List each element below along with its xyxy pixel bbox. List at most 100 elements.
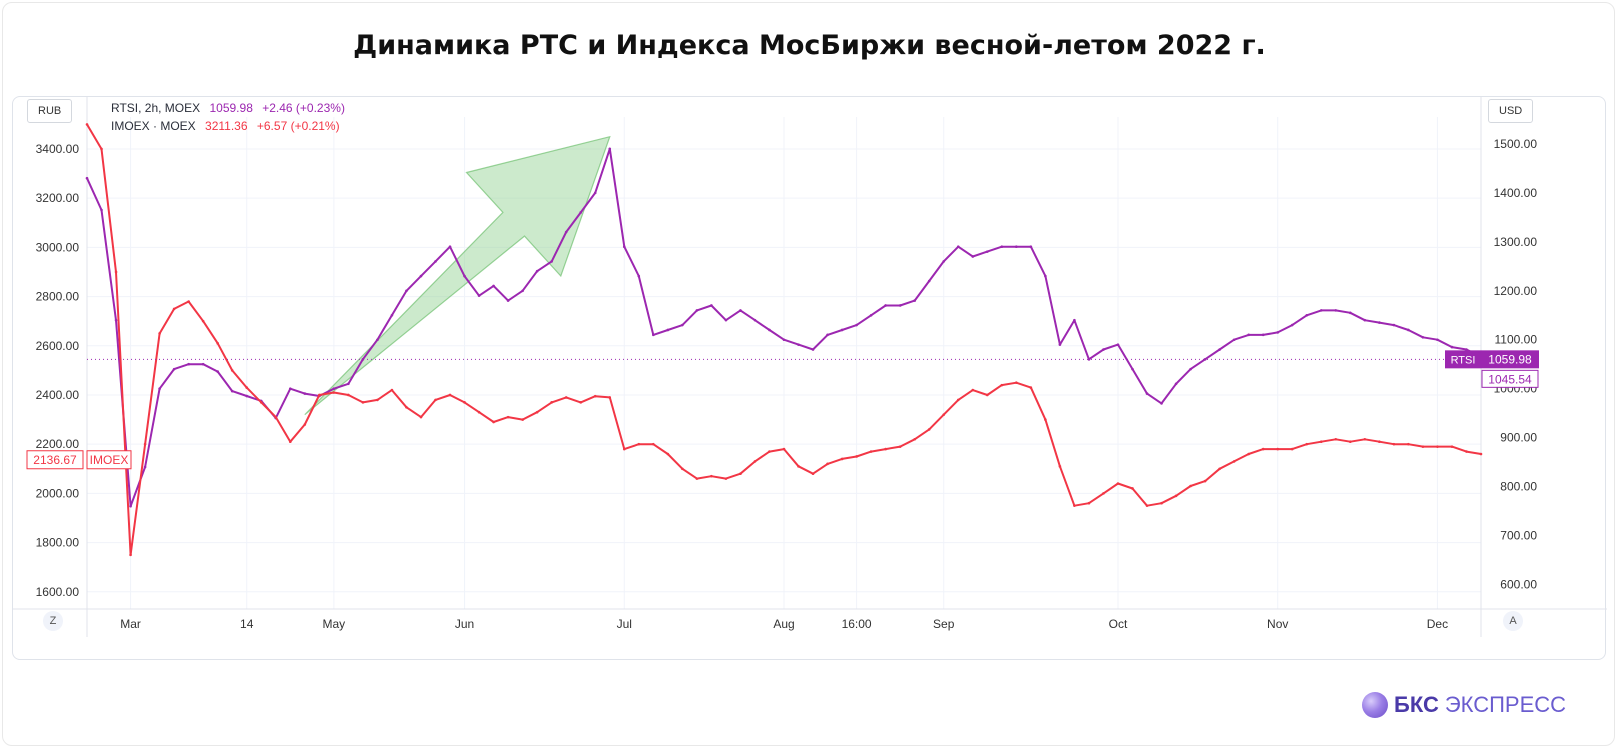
- imoex-point: [695, 477, 699, 480]
- imoex-point: [405, 405, 408, 409]
- imoex-point: [259, 401, 263, 404]
- rtsi-point: [1392, 323, 1396, 327]
- rtsi-point: [898, 304, 902, 307]
- imoex-point: [826, 462, 829, 466]
- imoex-point: [1247, 452, 1250, 456]
- imoex-point: [303, 423, 307, 426]
- imoex-point: [245, 386, 249, 389]
- rtsi-point: [695, 309, 699, 312]
- imoex-point: [1203, 479, 1207, 483]
- brand-name-light: ЭКСПРЕСС: [1444, 692, 1567, 717]
- rtsi-point: [1363, 318, 1367, 322]
- imoex-point: [361, 401, 365, 404]
- imoex-point: [1450, 445, 1454, 448]
- imoex-point: [158, 332, 161, 335]
- y-left-tick-label: 1800.00: [36, 536, 80, 550]
- imoex-point: [347, 393, 350, 397]
- imoex-point: [288, 440, 292, 444]
- imoex-point: [797, 465, 800, 468]
- imoex-point: [274, 415, 278, 419]
- y-left-tick-label: 2200.00: [36, 437, 80, 451]
- rtsi-point: [535, 269, 539, 273]
- rtsi-point: [971, 255, 975, 258]
- imoex-point: [1334, 437, 1338, 441]
- x-tick-label: May: [323, 617, 346, 631]
- imoex-point: [593, 394, 597, 398]
- y-right-tick-label: 1500.00: [1494, 137, 1538, 151]
- rtsi-point: [506, 299, 510, 302]
- rtsi-point: [347, 382, 350, 386]
- left-axis-auto-button[interactable]: Z: [43, 611, 63, 631]
- imoex-point: [1116, 482, 1120, 485]
- rtsi-point: [1436, 338, 1439, 342]
- imoex-point: [622, 447, 626, 451]
- rtsi-point: [216, 370, 219, 373]
- imoex-point: [521, 418, 524, 421]
- rtsi-point: [782, 338, 786, 342]
- legend-rtsi[interactable]: RTSI, 2h, MOEX 1059.98 +2.46 (+0.23%): [111, 101, 345, 115]
- imoex-point: [1015, 381, 1018, 384]
- left-currency-button[interactable]: RUB: [27, 99, 73, 123]
- imoex-point: [1218, 467, 1221, 471]
- imoex-point: [1102, 492, 1105, 495]
- rtsi-point: [405, 289, 408, 293]
- rtsi-point: [492, 284, 495, 288]
- imoex-point: [1261, 447, 1265, 451]
- rtsi-point: [1029, 245, 1033, 249]
- imoex-point: [913, 437, 916, 441]
- rtsi-point: [129, 504, 132, 508]
- rtsi-point: [710, 304, 713, 307]
- rtsi-point: [85, 176, 89, 180]
- rtsi-point: [724, 318, 728, 322]
- imoex-point: [1305, 442, 1309, 446]
- legend-rtsi-change: +2.46 (+0.23%): [262, 101, 345, 115]
- rtsi-point: [913, 299, 916, 302]
- rtsi-point: [797, 343, 800, 346]
- legend-imoex-name: IMOEX · MOEX: [111, 119, 196, 133]
- rtsi-point: [1319, 309, 1323, 312]
- imoex-point: [753, 460, 757, 463]
- imoex-point: [506, 415, 510, 419]
- imoex-point: [1363, 437, 1367, 441]
- rtsi-point: [245, 394, 249, 398]
- rtsi-point: [1087, 358, 1091, 361]
- rtsi-point: [114, 318, 118, 322]
- rtsi-point: [1421, 335, 1425, 339]
- imoex-name-tag-label: IMOEX: [90, 453, 129, 467]
- y-right-tick-label: 600.00: [1500, 578, 1537, 592]
- y-left-tick-label: 1600.00: [36, 585, 80, 599]
- imoex-point: [376, 398, 379, 402]
- x-tick-label: Oct: [1109, 617, 1128, 631]
- rtsi-point: [637, 274, 641, 278]
- imoex-point: [564, 396, 568, 399]
- rtsi-point: [143, 465, 147, 469]
- imoex-point: [1145, 504, 1149, 507]
- imoex-point: [535, 410, 539, 414]
- right-currency-button[interactable]: USD: [1488, 99, 1534, 123]
- rtsi-point: [985, 250, 989, 253]
- x-tick-label: Dec: [1427, 617, 1448, 631]
- legend-imoex[interactable]: IMOEX · MOEX 3211.36 +6.57 (+0.21%): [111, 119, 340, 133]
- rtsi-point: [579, 211, 583, 214]
- chart-canvas[interactable]: 1600.00 1800.00 2000.00 2200.00 2400.00 2600.…: [13, 97, 1607, 661]
- imoex-point: [1189, 484, 1192, 488]
- rtsi-point: [187, 362, 190, 366]
- imoex-point: [579, 401, 583, 404]
- rtsi-point: [230, 389, 234, 393]
- y-right-tick-label: 1400.00: [1494, 186, 1538, 200]
- rtsi-point: [652, 333, 655, 337]
- rtsi-point: [666, 328, 670, 332]
- rtsi-point: [376, 338, 379, 342]
- imoex-name-tag: [86, 450, 132, 470]
- rtsi-point: [622, 245, 626, 249]
- rtsi-point: [1247, 333, 1250, 337]
- imoex-point: [666, 452, 670, 456]
- imoex-point: [1232, 460, 1236, 463]
- imoex-last-tag-label: 2136.67: [33, 453, 77, 467]
- chart-panel[interactable]: 1600.00 1800.00 2000.00 2200.00 2400.00 2600.…: [12, 96, 1607, 661]
- right-axis-auto-button[interactable]: A: [1503, 611, 1523, 631]
- rtsi-point: [942, 260, 946, 263]
- brand-logo-group: БКС ЭКСПРЕСС: [1362, 690, 1566, 720]
- x-tick-label: Nov: [1267, 617, 1288, 631]
- y-right-tick-label: 1200.00: [1494, 284, 1538, 298]
